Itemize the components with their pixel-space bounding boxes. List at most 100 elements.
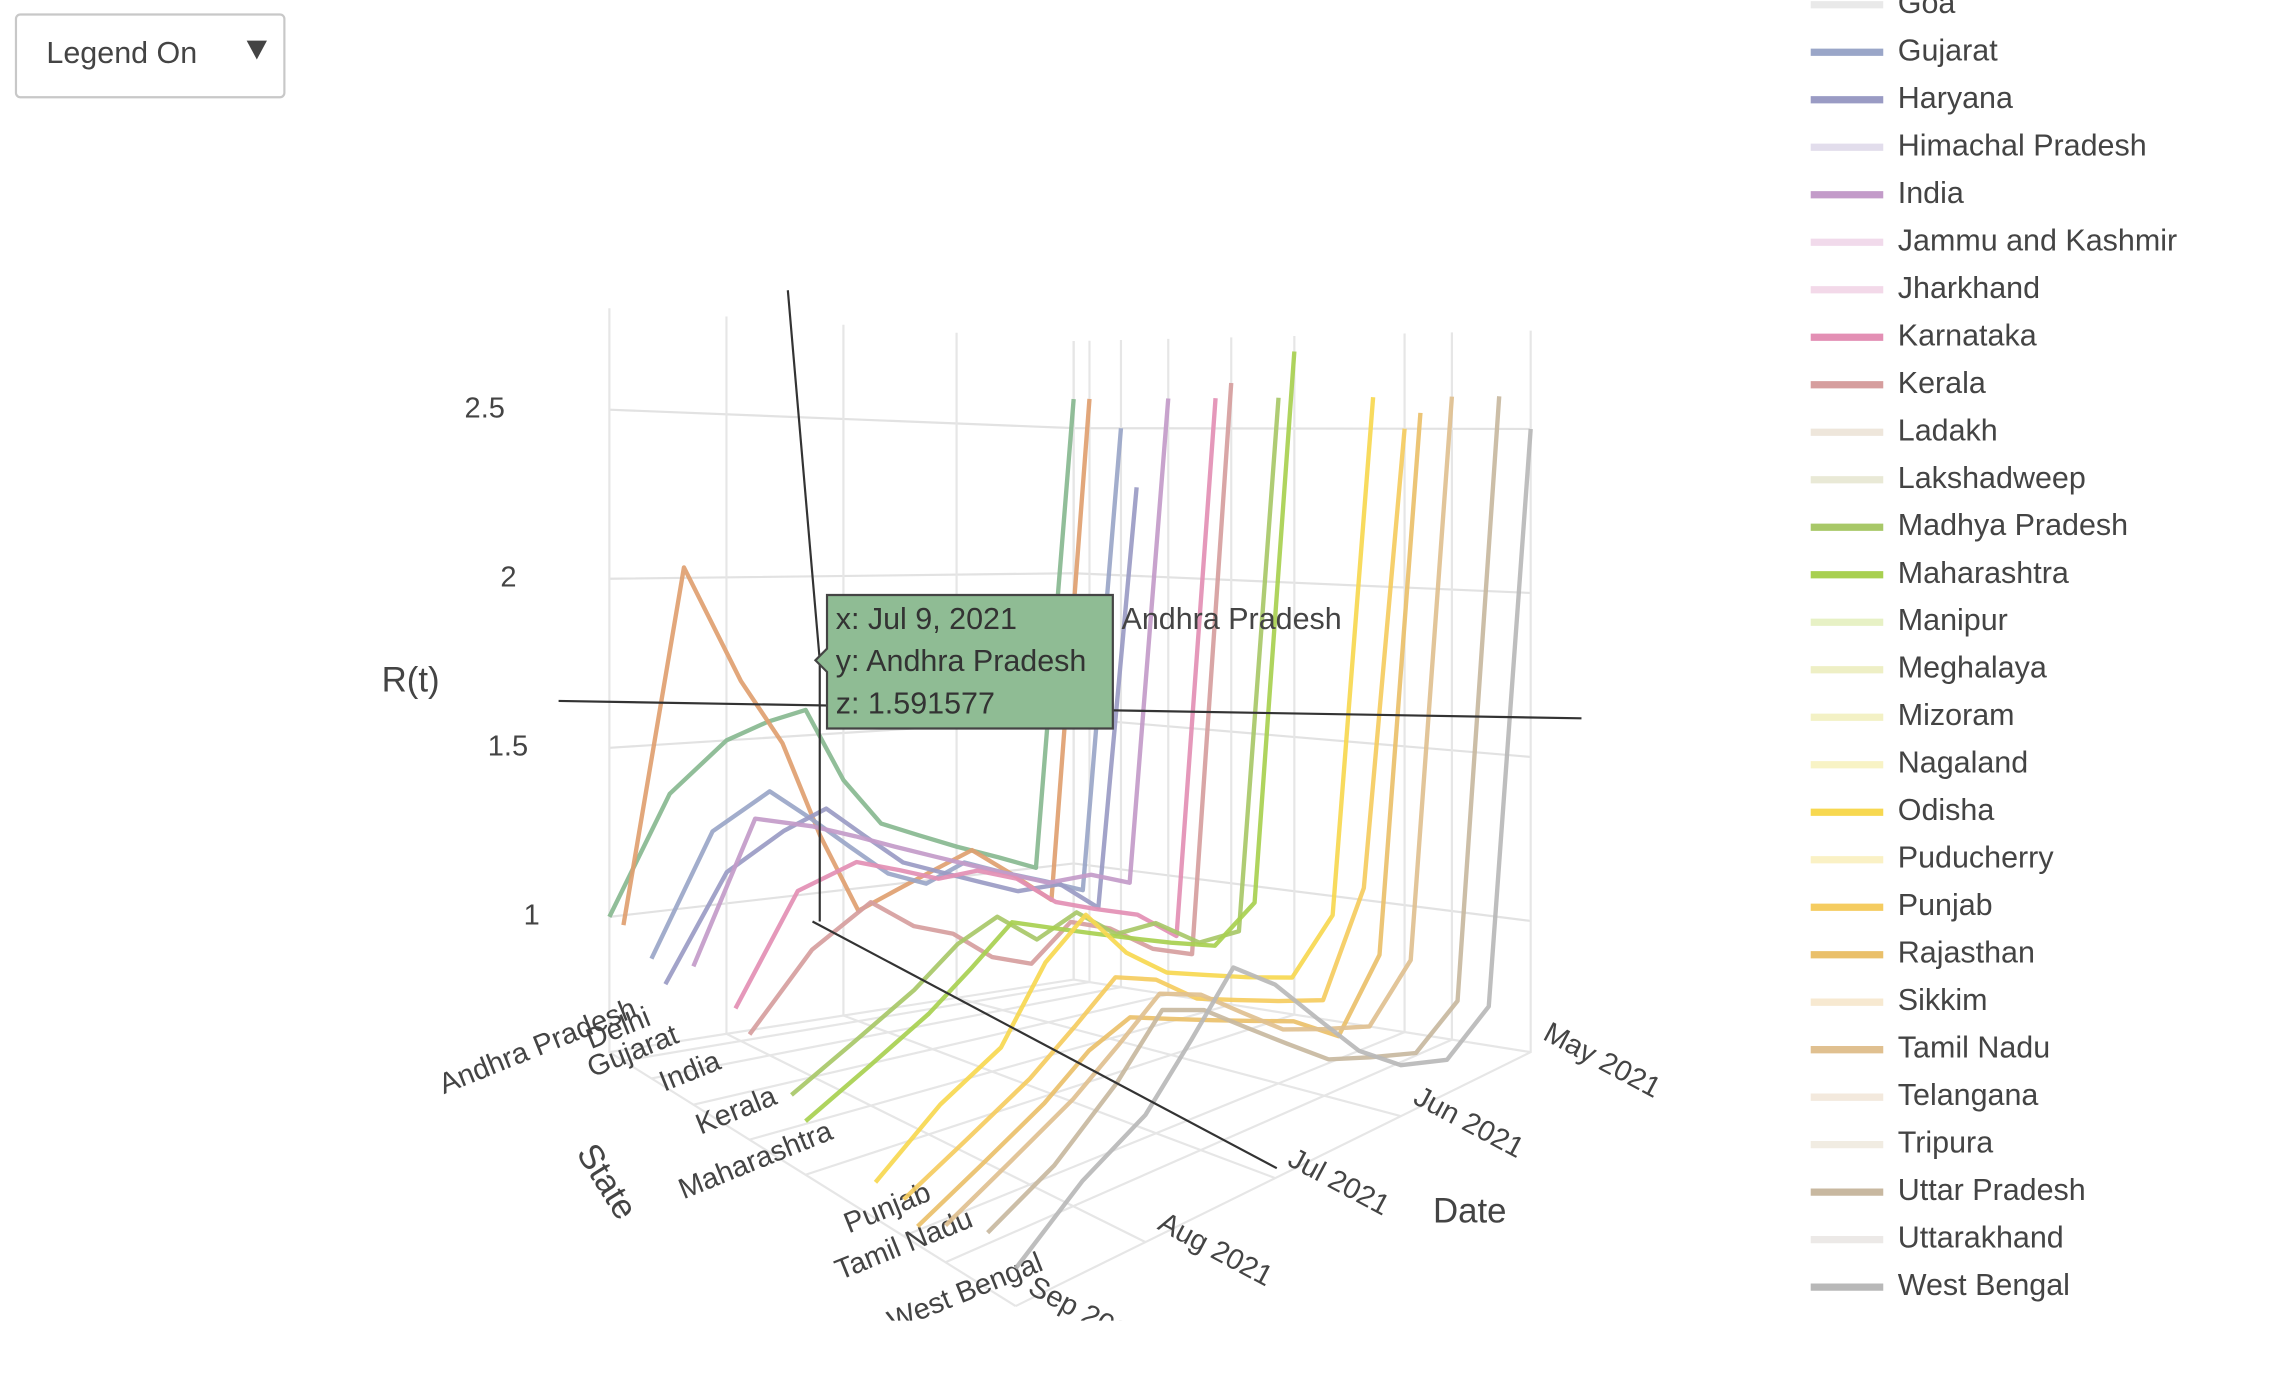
legend-label[interactable]: Maharashtra — [1898, 556, 2069, 590]
tooltip-line: y: Andhra Pradesh — [836, 644, 1087, 678]
legend-item[interactable]: Tamil Nadu — [1810, 1031, 2050, 1065]
legend-item[interactable]: Telangana — [1810, 1078, 2039, 1112]
legend-label[interactable]: Uttarakhand — [1898, 1221, 2064, 1255]
legend-label[interactable]: Uttar Pradesh — [1898, 1173, 2086, 1207]
y-grid-line — [651, 340, 1123, 1080]
legend-label[interactable]: Goa — [1898, 0, 1956, 20]
legend-label[interactable]: Manipur — [1898, 603, 2008, 637]
tooltip-box — [813, 593, 1114, 730]
legend-label[interactable]: Haryana — [1898, 81, 2013, 115]
legend-label[interactable]: Tripura — [1898, 1126, 1993, 1160]
legend-item[interactable]: West Bengal — [1810, 1268, 2070, 1302]
spike-line — [786, 290, 821, 661]
legend-item[interactable]: Karnataka — [1810, 318, 2037, 352]
tooltip-line: x: Jul 9, 2021 — [836, 602, 1017, 636]
series-line — [1013, 428, 1533, 1270]
legend-label[interactable]: Nagaland — [1898, 746, 2028, 780]
legend-label[interactable]: Puducherry — [1898, 841, 2055, 875]
legend-label[interactable]: Gujarat — [1898, 33, 1998, 67]
legend-label[interactable]: Himachal Pradesh — [1898, 128, 2147, 162]
series-line — [747, 382, 1234, 1036]
series-line — [986, 396, 1502, 1235]
legend-item[interactable]: Maharashtra — [1810, 556, 2069, 590]
legend-label[interactable]: Punjab — [1898, 888, 1993, 922]
y-grid-line — [609, 341, 1075, 1054]
legend-item[interactable]: Gujarat — [1810, 33, 1998, 67]
y-grid-line — [749, 337, 1233, 1141]
legend-label[interactable]: Mizoram — [1898, 698, 2015, 732]
y-grid-line — [945, 332, 1453, 1264]
y-grid-line — [1015, 330, 1532, 1308]
legend-label[interactable]: Telangana — [1898, 1078, 2039, 1112]
legend-label[interactable]: Meghalaya — [1898, 651, 2047, 685]
x-tick-label: Sep 2021 — [1023, 1270, 1148, 1357]
legend-item[interactable]: Manipur — [1810, 603, 2008, 637]
legend-item[interactable]: Kerala — [1810, 366, 1986, 400]
legend-item[interactable]: Jharkhand — [1810, 271, 2040, 305]
legend-label[interactable]: India — [1898, 176, 1964, 210]
dropdown-label[interactable]: Legend On — [46, 36, 197, 70]
tooltip-line: z: 1.591577 — [836, 686, 995, 720]
legend-dropdown[interactable]: Legend On — [14, 13, 286, 99]
legend-item[interactable]: Tripura — [1810, 1126, 1993, 1160]
legend-label[interactable]: Jammu and Kashmir — [1898, 223, 2177, 257]
legend-item[interactable]: Rajasthan — [1810, 936, 2035, 970]
legend-item[interactable]: Jammu and Kashmir — [1810, 223, 2177, 257]
legend-item[interactable]: Meghalaya — [1810, 651, 2047, 685]
hover-tooltip: x: Jul 9, 2021 y: Andhra Pradesh z: 1.59… — [813, 593, 1342, 730]
dropdown-arrow[interactable] — [246, 40, 267, 60]
legend-label[interactable]: Jharkhand — [1898, 271, 2040, 305]
y-grid-line — [805, 335, 1296, 1176]
legend-label[interactable]: Karnataka — [1898, 318, 2037, 352]
series-line — [916, 412, 1423, 1228]
y-axis-title: State — [569, 1137, 645, 1227]
legend: Andhra PradeshDelhiGoaGujaratHaryanaHima… — [1810, 0, 2177, 1302]
legend-item[interactable]: Nagaland — [1810, 746, 2028, 780]
legend-item[interactable]: Mizoram — [1810, 698, 2015, 732]
legend-item[interactable]: India — [1810, 176, 1964, 210]
y-grid-line — [903, 333, 1406, 1238]
z-axis-title: R(t) — [382, 660, 440, 699]
legend-item[interactable]: Puducherry — [1810, 841, 2055, 875]
legend-item[interactable]: Haryana — [1810, 81, 2013, 115]
legend-label[interactable]: West Bengal — [1898, 1268, 2070, 1302]
series-line — [902, 428, 1407, 1202]
legend-item[interactable]: Sikkim — [1810, 983, 1988, 1017]
legend-label[interactable]: Tamil Nadu — [1898, 1031, 2050, 1065]
spike-line — [811, 920, 1278, 1170]
z-tick-label: 1 — [524, 900, 540, 932]
legend-label[interactable]: Odisha — [1898, 793, 1995, 827]
legend-item[interactable]: Himachal Pradesh — [1810, 128, 2147, 162]
z-tick-label: 2 — [500, 561, 516, 593]
legend-item[interactable]: Punjab — [1810, 888, 1993, 922]
x-axis-title: Date — [1433, 1191, 1507, 1230]
legend-label[interactable]: Sikkim — [1898, 983, 1988, 1017]
legend-item[interactable]: Uttarakhand — [1810, 1221, 2064, 1255]
x-tick-label: May 2021 — [1538, 1017, 1666, 1105]
series-line — [663, 487, 1139, 986]
x-tick-label: Jul 2021 — [1283, 1142, 1395, 1222]
legend-item[interactable]: Odisha — [1810, 793, 1995, 827]
z-tick-label: 1.5 — [488, 730, 528, 762]
series-line — [607, 398, 1076, 918]
legend-item[interactable]: Madhya Pradesh — [1810, 508, 2128, 542]
legend-item[interactable]: Goa — [1810, 0, 1956, 20]
x-grid-line — [608, 308, 1017, 1308]
x-tick-label: Jun 2021 — [1409, 1081, 1529, 1165]
series-line — [790, 397, 1281, 1097]
series-line — [944, 396, 1455, 1227]
dropdown-box[interactable] — [14, 13, 286, 99]
series-line — [733, 398, 1218, 1010]
legend-item[interactable]: Lakshadweep — [1810, 461, 2086, 495]
series-line — [691, 398, 1171, 968]
tooltip-series-name: Andhra Pradesh — [1122, 602, 1342, 636]
legend-label[interactable]: Kerala — [1898, 366, 1986, 400]
legend-label[interactable]: Rajasthan — [1898, 936, 2035, 970]
legend-item[interactable]: Uttar Pradesh — [1810, 1173, 2086, 1207]
x-tick-label: Aug 2021 — [1153, 1206, 1278, 1293]
legend-label[interactable]: Madhya Pradesh — [1898, 508, 2128, 542]
legend-label[interactable]: Lakshadweep — [1898, 461, 2086, 495]
legend-label[interactable]: Ladakh — [1898, 413, 1998, 447]
legend-item[interactable]: Ladakh — [1810, 413, 1998, 447]
